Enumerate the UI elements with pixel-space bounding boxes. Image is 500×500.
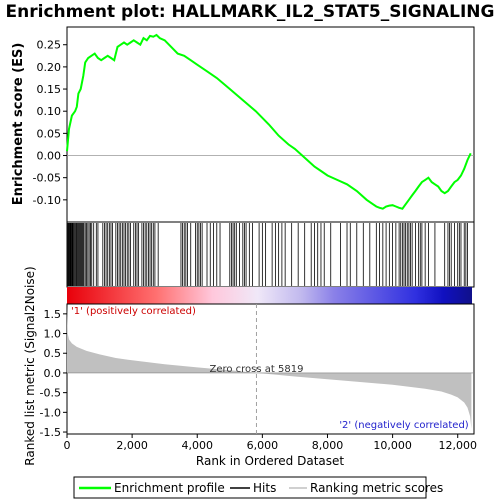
es-panel: -0.10 -0.05 0.00 0.05 0.10 0.15 0.20 0.25 Enric… [11, 26, 475, 223]
x-tick-label: 4,000 [181, 439, 213, 452]
es-y-tick-label: 0.00 [37, 150, 62, 163]
metric-y-tick-label: 1.0 [44, 328, 62, 341]
x-tick-label: 8,000 [312, 439, 344, 452]
legend-label-metric: Ranking metric scores [310, 481, 443, 495]
hits-panel [66, 221, 475, 288]
es-y-tick-label: 0.05 [37, 127, 62, 140]
zero-cross-label: Zero cross at 5819 [209, 364, 303, 375]
es-y-tick-label: 0.25 [37, 39, 62, 52]
metric-y-tick-label: -1.0 [40, 406, 61, 419]
positive-correlation-label: '1' (positively correlated) [71, 306, 196, 317]
negative-correlation-label: '2' (negatively correlated) [339, 420, 468, 431]
x-tick-label: 2,000 [116, 439, 148, 452]
x-tick-label: 6,000 [247, 439, 279, 452]
metric-y-tick-label: -0.5 [40, 387, 61, 400]
es-panel-frame [66, 26, 475, 223]
color-bar-fill [67, 287, 472, 304]
x-tick-label: 12,000 [438, 439, 477, 452]
x-tick-label: 10,000 [373, 439, 412, 452]
legend-label-enrichment: Enrichment profile [114, 481, 225, 495]
x-axis-label: Rank in Ordered Dataset [196, 454, 344, 468]
es-y-tick-label: -0.05 [33, 172, 61, 185]
es-y-tick-label: 0.20 [37, 61, 62, 74]
es-y-tick-label: -0.10 [33, 194, 61, 207]
metric-panel: -1.5 -1.0 -0.5 0.0 0.5 1.0 1.5 Zero cross at 5… [23, 266, 475, 466]
es-y-tick-label: 0.15 [37, 83, 62, 96]
legend-label-hits: Hits [253, 481, 276, 495]
metric-y-tick-label: 0.5 [44, 347, 62, 360]
metric-y-tick-label: -1.5 [40, 426, 61, 439]
legend: Enrichment profile Hits Ranking metric s… [73, 476, 443, 499]
metric-y-tick-label: 1.5 [44, 308, 62, 321]
chart-title: Enrichment plot: HALLMARK_IL2_STAT5_SIGN… [6, 2, 495, 22]
es-y-tick-label: 0.10 [37, 105, 62, 118]
es-y-axis-label: Enrichment score (ES) [11, 43, 26, 206]
x-axis: 0 2,000 4,000 6,000 8,000 10,000 12,000 [64, 434, 477, 452]
hits-panel-frame [66, 221, 475, 288]
metric-y-axis-label: Ranked list metric (Signal2Noise) [23, 266, 37, 465]
rank-color-bar [67, 287, 472, 304]
ranking-metric-area [67, 305, 472, 429]
enrichment-profile-line [66, 33, 472, 210]
x-tick-label: 0 [64, 439, 71, 452]
metric-y-tick-label: 0.0 [44, 367, 62, 380]
